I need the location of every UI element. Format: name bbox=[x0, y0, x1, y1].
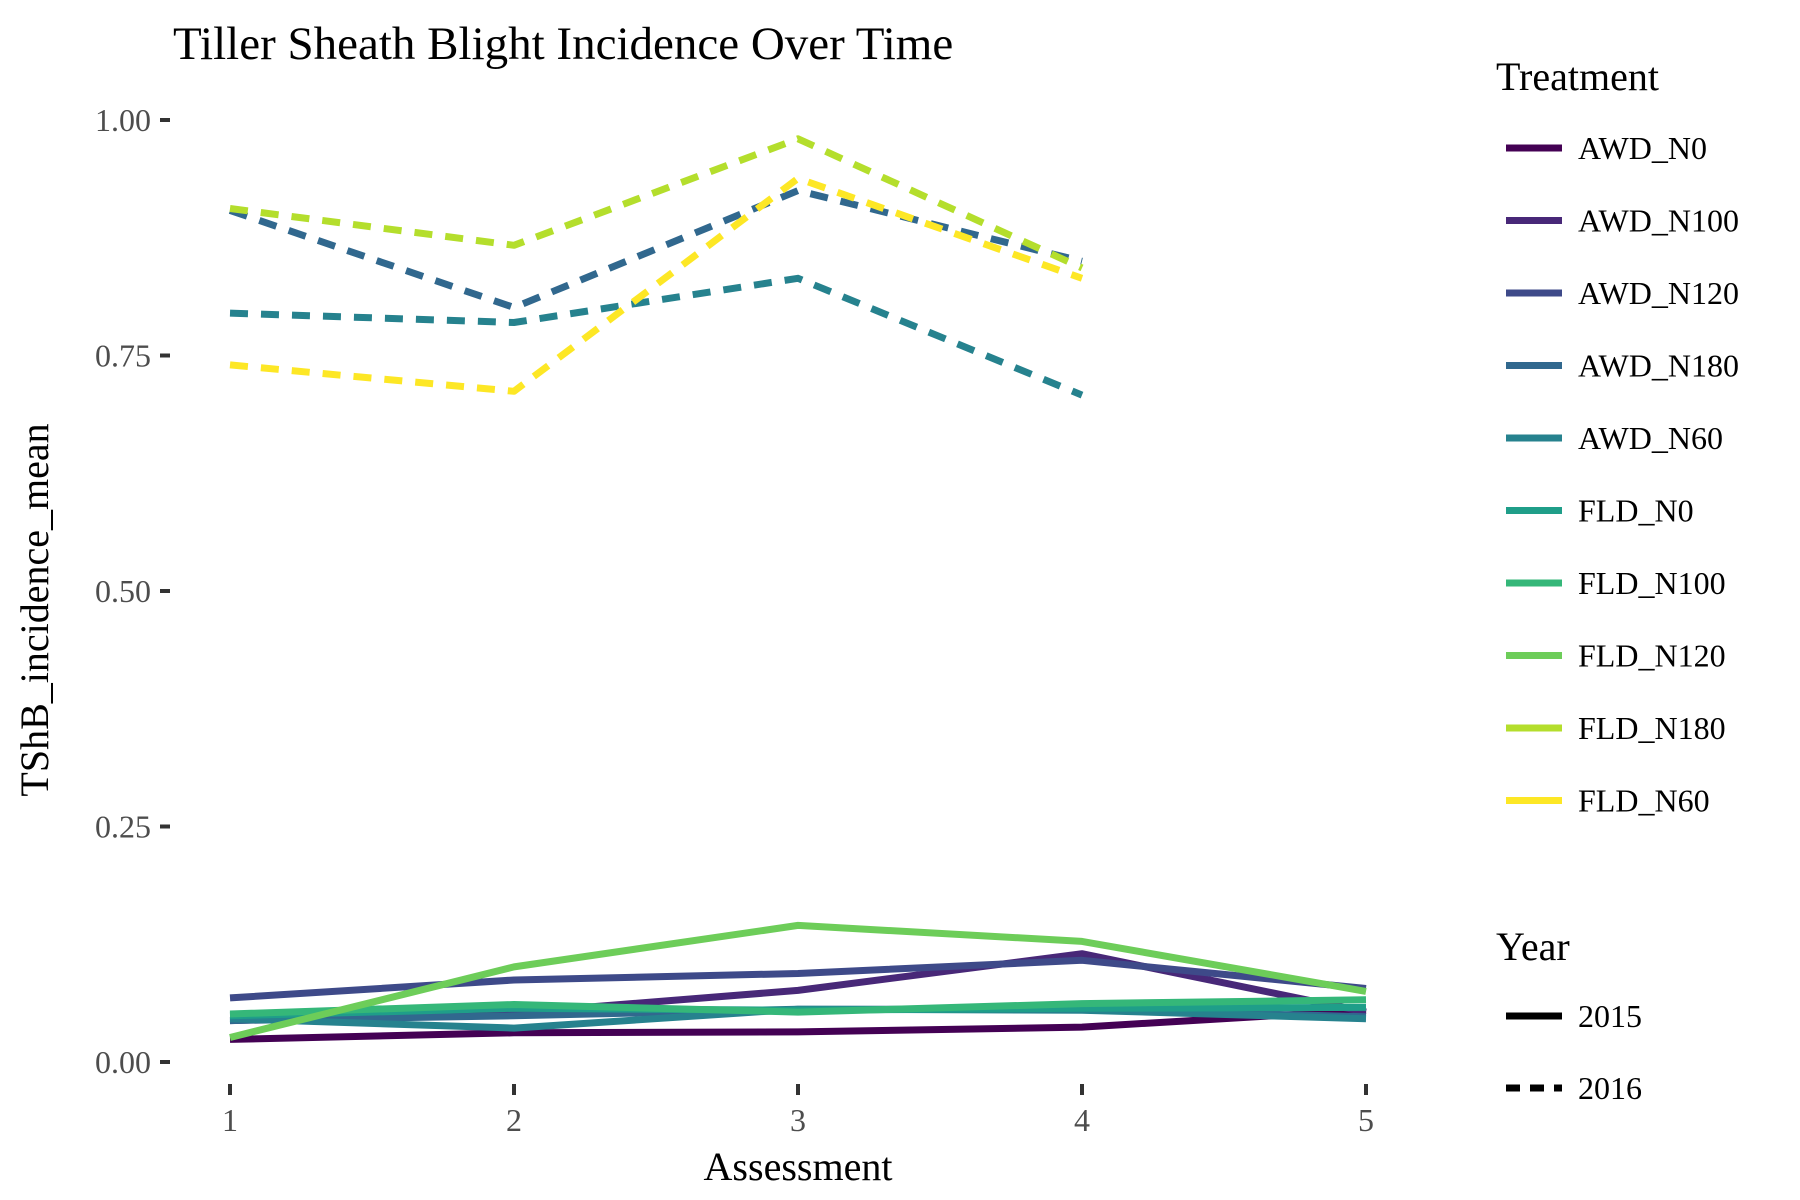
y-axis-title: TShB_incidence_mean bbox=[12, 423, 57, 796]
y-tick-label: 0.00 bbox=[95, 1044, 151, 1080]
legend-label-year-2015: 2015 bbox=[1578, 998, 1642, 1034]
x-tick-label: 3 bbox=[790, 1102, 806, 1138]
legend-label-year-2016: 2016 bbox=[1578, 1070, 1642, 1106]
series-line-fld-n120-2015 bbox=[229, 921, 1367, 1041]
x-axis: 1 2 3 4 5 bbox=[222, 1084, 1374, 1138]
x-tick-label: 5 bbox=[1358, 1102, 1374, 1138]
series-line-awd-n120-2015 bbox=[229, 956, 1367, 1002]
legend-label-fld-n100: FLD_N100 bbox=[1578, 565, 1726, 601]
x-tick-label: 2 bbox=[506, 1102, 522, 1138]
plot-area bbox=[228, 135, 1367, 1043]
series-line-fld-n180-2016 bbox=[229, 135, 1084, 272]
x-axis-title: Assessment bbox=[704, 1144, 893, 1189]
legend-year-title: Year bbox=[1496, 924, 1570, 969]
x-tick-label: 4 bbox=[1074, 1102, 1090, 1138]
legend-label-awd-n180: AWD_N180 bbox=[1578, 348, 1739, 384]
legend-label-awd-n0: AWD_N0 bbox=[1578, 130, 1707, 166]
series-line-awd-n0-2015 bbox=[229, 1006, 1367, 1043]
legend-label-awd-n100: AWD_N100 bbox=[1578, 203, 1739, 239]
y-tick-label: 0.75 bbox=[95, 338, 151, 374]
x-tick-label: 1 bbox=[222, 1102, 238, 1138]
y-axis: 0.00 0.25 0.50 0.75 1.00 bbox=[95, 102, 170, 1080]
series-line-fld-n60-2016 bbox=[229, 174, 1084, 395]
chart-title: Tiller Sheath Blight Incidence Over Time bbox=[173, 18, 953, 70]
legend-treatment: AWD_N0 AWD_N100 AWD_N120 AWD_N180 AWD_N60 FLD… bbox=[1506, 130, 1739, 819]
series-line-fld-n100-2015 bbox=[229, 996, 1367, 1018]
legend-label-fld-n120: FLD_N120 bbox=[1578, 638, 1726, 674]
y-tick-label: 0.25 bbox=[95, 809, 151, 845]
legend-label-awd-n60: AWD_N60 bbox=[1578, 420, 1723, 456]
legend-label-awd-n120: AWD_N120 bbox=[1578, 275, 1739, 311]
y-tick-label: 1.00 bbox=[95, 102, 151, 138]
y-tick-label: 0.50 bbox=[95, 573, 151, 609]
legend-treatment-title: Treatment bbox=[1496, 54, 1659, 99]
legend-year: 2015 2016 bbox=[1506, 998, 1642, 1106]
legend-label-fld-n60: FLD_N60 bbox=[1578, 783, 1710, 819]
series-line-awd-n60-2016 bbox=[229, 274, 1084, 399]
legend-label-fld-n0: FLD_N0 bbox=[1578, 493, 1694, 529]
legend-label-fld-n180: FLD_N180 bbox=[1578, 710, 1726, 746]
